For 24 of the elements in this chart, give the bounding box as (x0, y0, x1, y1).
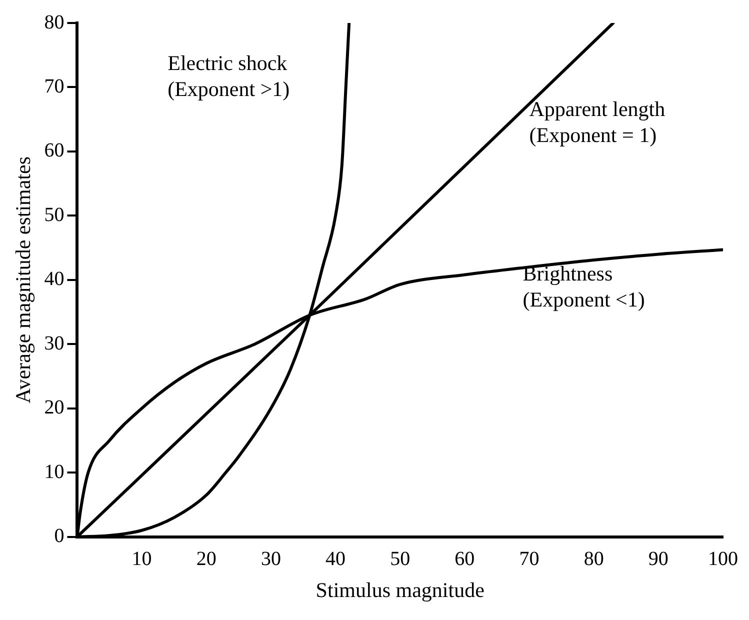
x-axis-title: Stimulus magnitude (316, 578, 484, 602)
y-tick-label: 80 (44, 11, 64, 34)
y-tick-label: 30 (44, 332, 64, 354)
series-label: Apparent length (Exponent = 1) (529, 97, 666, 148)
x-tick-label: 30 (260, 548, 281, 570)
series-label: Brightness (Exponent <1) (522, 262, 645, 312)
x-tick-label: 60 (454, 548, 475, 570)
y-tick-label: 10 (44, 460, 64, 483)
x-tick-label: 90 (648, 548, 668, 570)
x-tick-label: 20 (196, 548, 216, 570)
x-tick-label: 100 (708, 548, 738, 570)
y-tick-label: 40 (44, 268, 64, 290)
y-tick-label: 20 (44, 396, 64, 419)
text: Electric shock (Exponent >1) (168, 50, 290, 101)
x-tick-label: 80 (584, 548, 604, 570)
y-tick-label: 50 (44, 204, 64, 226)
x-tick-label: 10 (132, 548, 152, 570)
x-tick-label: 50 (390, 548, 410, 570)
x-tick-label: 70 (519, 548, 540, 570)
y-axis-title: Average magnitude estimates (11, 156, 36, 404)
x-tick-label: 40 (326, 548, 346, 570)
y-tick-label: 70 (44, 75, 64, 98)
y-tick-label: 0 (54, 525, 64, 548)
y-tick-label: 60 (44, 140, 64, 162)
